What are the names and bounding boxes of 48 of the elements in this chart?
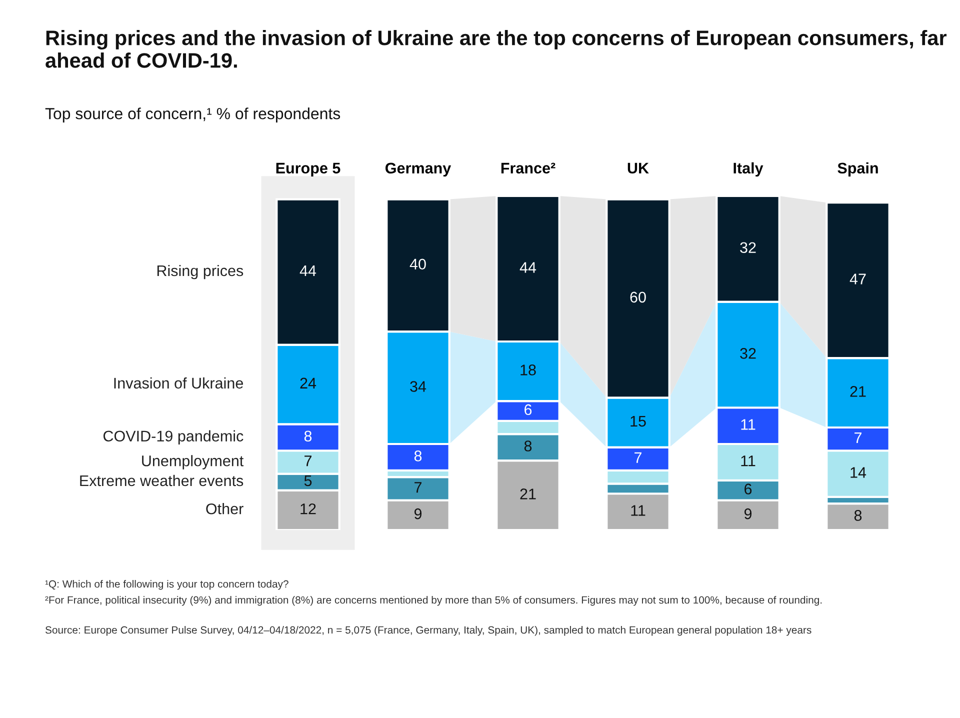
data-label: 6 <box>524 404 532 416</box>
data-label: 40 <box>410 258 426 270</box>
data-label: 44 <box>520 262 536 273</box>
data-label: 15 <box>630 416 646 427</box>
data-label: 8 <box>524 440 532 452</box>
text: Invasion of Ukraine <box>114 377 243 389</box>
text: ²For France, political insecurity (9%) and immigration (8%) are concerns mentioned by more than 5% of consumers. Figures may not sum to 100%, because of rounding. <box>45 596 822 606</box>
x-tick-label: Spain <box>838 162 878 177</box>
data-label: 9 <box>744 508 752 520</box>
data-label: 8 <box>414 450 422 462</box>
text: Extreme weather events <box>80 474 244 486</box>
text: Other <box>206 503 244 514</box>
data-label: 7 <box>634 452 642 463</box>
data-label: 8 <box>304 430 312 442</box>
data-label: 7 <box>854 432 862 444</box>
x-tick-label: Italy <box>734 162 764 177</box>
data-label: 44 <box>300 266 316 276</box>
x-tick-label: France² <box>501 162 556 174</box>
data-label: 8 <box>854 510 862 521</box>
data-label: 11 <box>741 419 756 430</box>
chart-subtitle: Top source of concern,¹ % of respondents <box>45 108 340 122</box>
chart-title: Rising prices and the invasion of Ukraine are the top concerns of European consumers, far ahead of COVID-19. <box>46 30 947 68</box>
data-label: 24 <box>300 378 316 388</box>
data-label: 47 <box>850 274 866 284</box>
data-label: 14 <box>850 467 866 478</box>
x-tick-label: UK <box>628 162 649 174</box>
data-label: 11 <box>631 505 646 516</box>
source-note: Source: Europe Consumer Pulse Survey, 04/12–04/18/2022, n = 5,075 (France, Germany, Italy, Spain, UK), sampled to match European general population 18+ years <box>45 626 812 636</box>
data-label: 11 <box>741 456 756 466</box>
data-label: 21 <box>520 488 536 500</box>
data-label: 18 <box>520 364 536 376</box>
text: ¹Q: Which of the following is your top concern today? <box>45 580 288 590</box>
text: COVID-19 pandemic <box>103 430 244 445</box>
data-label: 7 <box>414 482 422 493</box>
data-label: 7 <box>304 456 312 466</box>
data-label: 32 <box>740 242 756 254</box>
data-label: 32 <box>740 348 756 359</box>
text: Unemployment <box>142 455 244 470</box>
data-label: 9 <box>414 508 422 520</box>
data-label: 5 <box>304 475 312 486</box>
data-label: 21 <box>850 386 866 397</box>
data-label: 12 <box>300 503 316 514</box>
data-label: 34 <box>410 381 426 392</box>
x-tick-label: Europe 5 <box>276 162 340 177</box>
x-tick-label: Germany <box>386 162 452 177</box>
text: Rising prices <box>157 264 244 280</box>
data-label: 6 <box>744 484 752 494</box>
data-label: 60 <box>630 292 646 303</box>
